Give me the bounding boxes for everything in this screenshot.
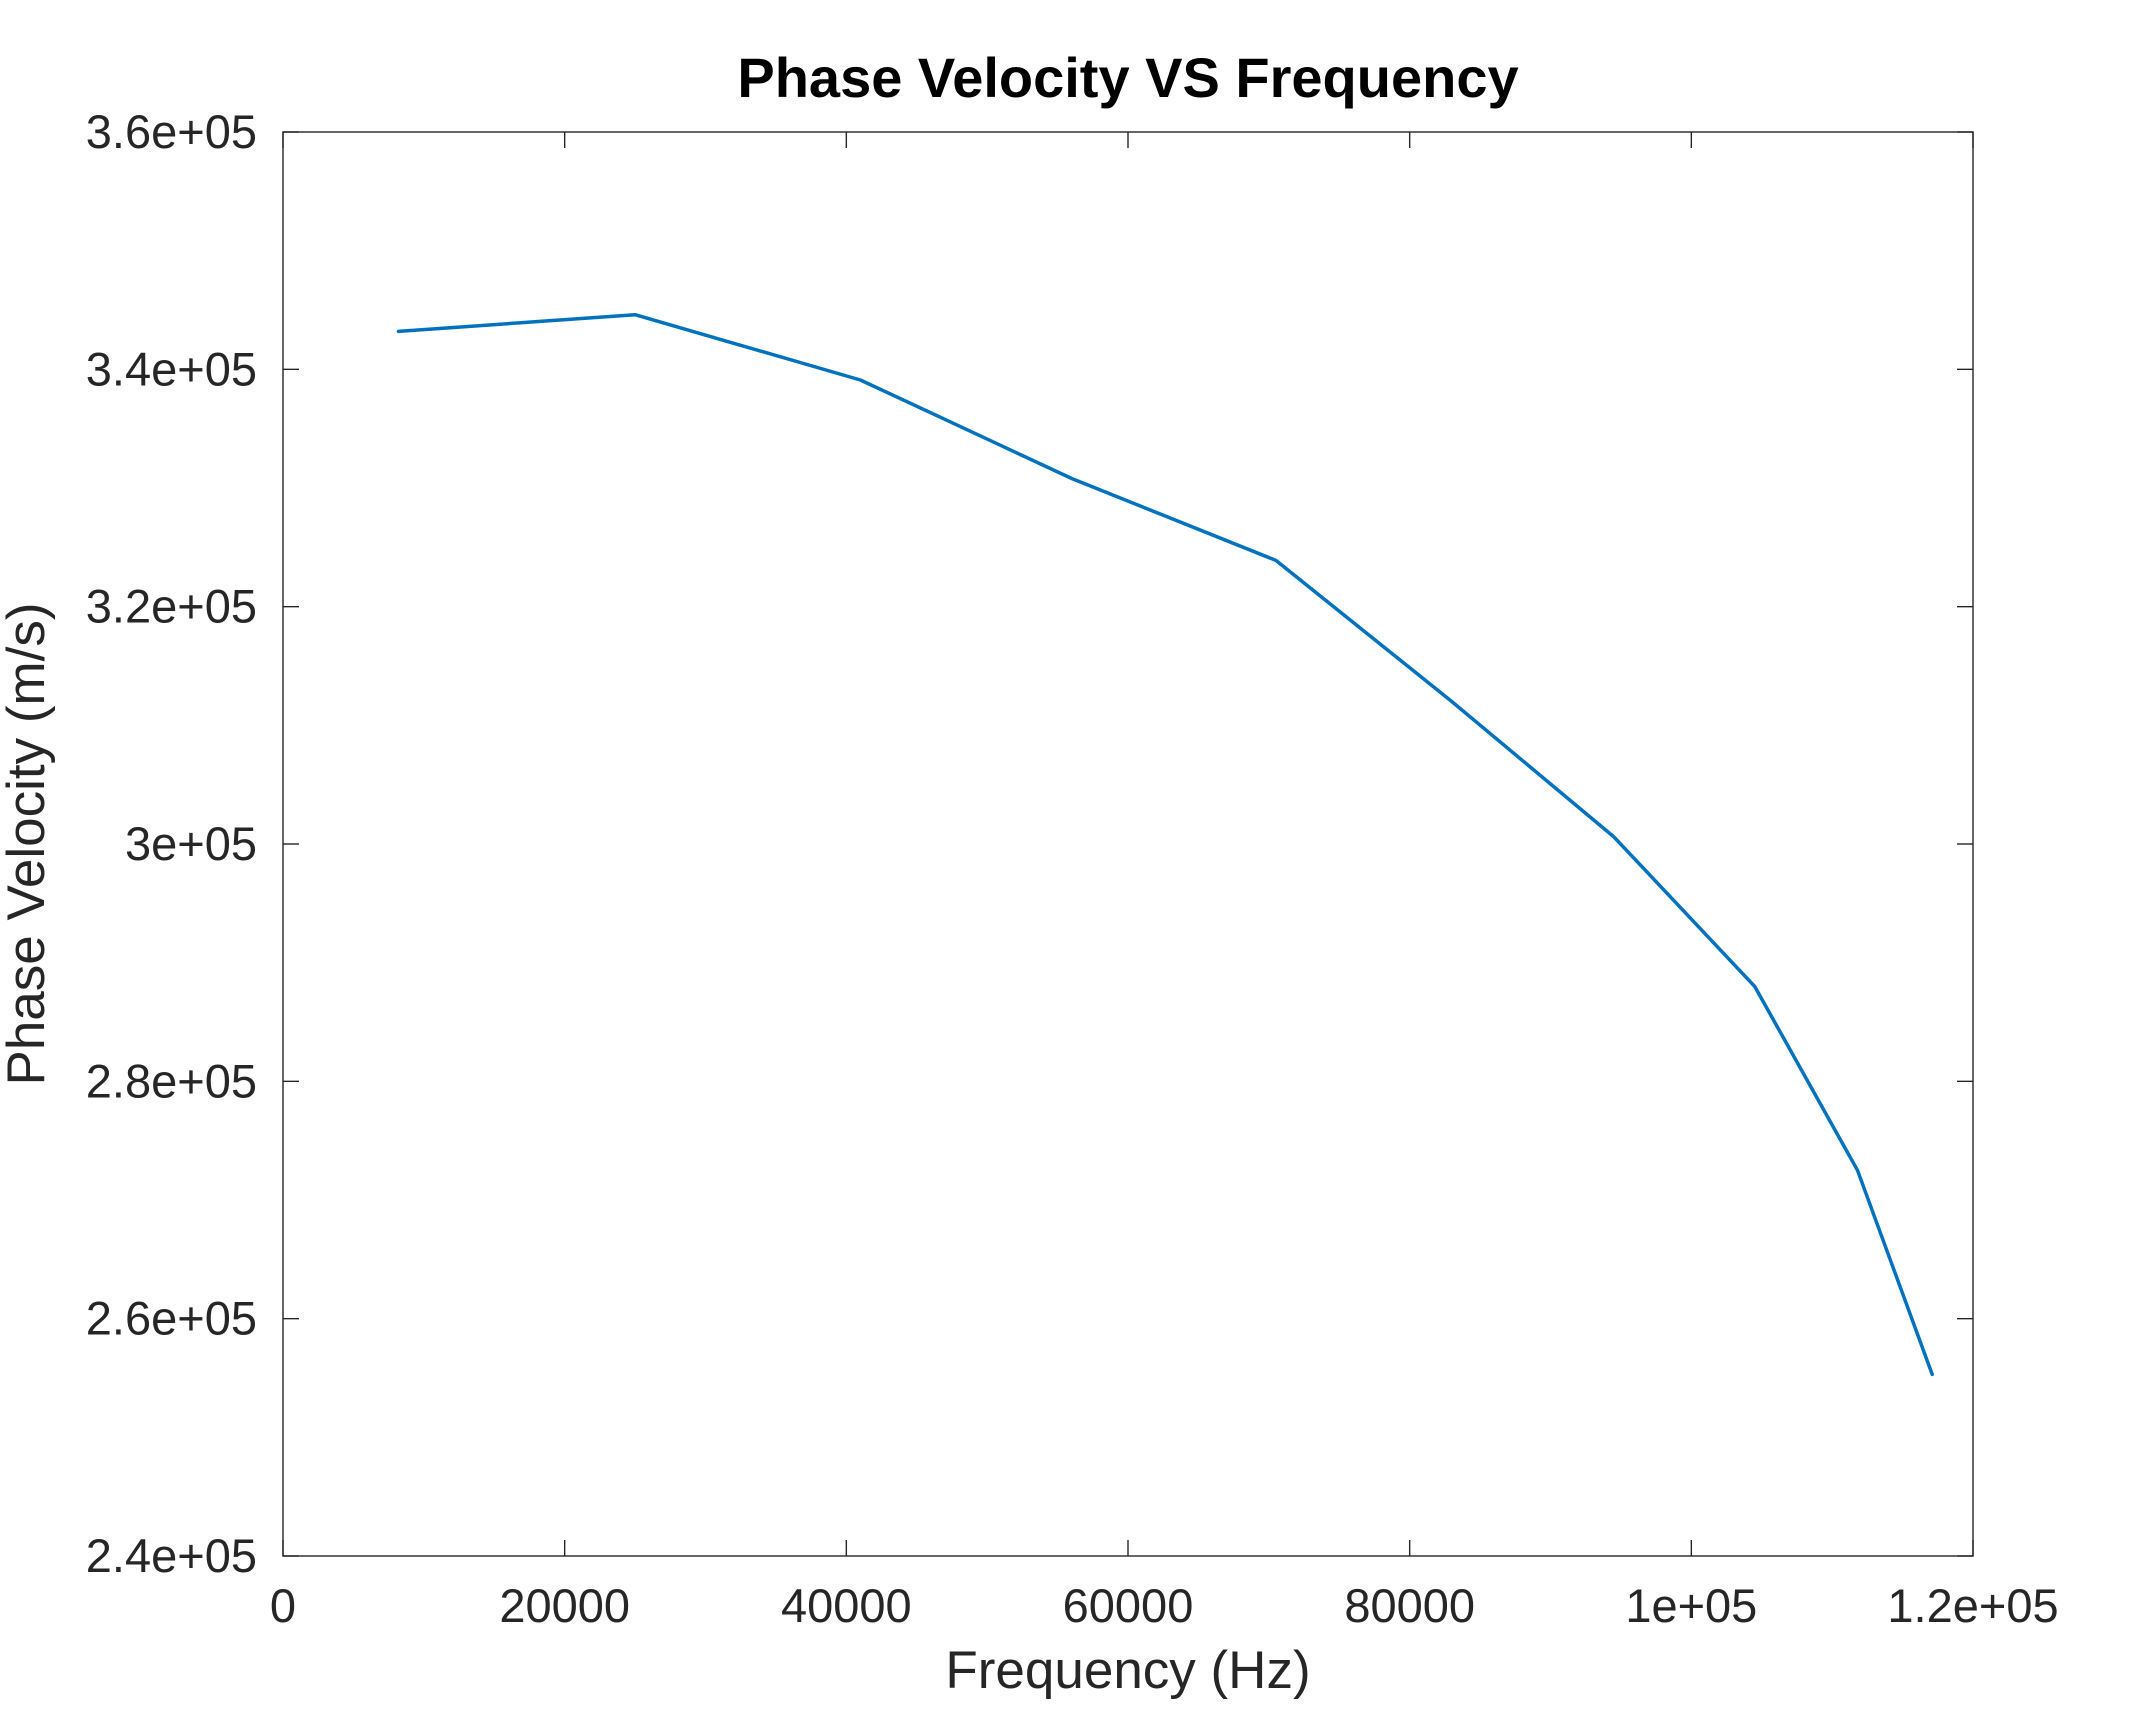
y-axis: 2.4e+05 2.6e+05 2.8e+05 3e+05 3.2e+05 3.4e+05… <box>86 105 1973 1582</box>
series-line <box>396 312 1934 1377</box>
y-tick-label: 2.8e+05 <box>86 1054 257 1107</box>
chart-title: Phase Velocity VS Frequency <box>737 46 1518 109</box>
x-tick-label: 60000 <box>1063 1579 1194 1632</box>
series-group <box>396 312 1934 1377</box>
y-tick-label: 3e+05 <box>125 817 257 870</box>
y-tick-label: 2.4e+05 <box>86 1529 257 1582</box>
x-tick-label: 40000 <box>781 1579 912 1632</box>
x-tick-label: 1.2e+05 <box>1887 1579 2058 1632</box>
plot-area <box>282 131 1974 1557</box>
x-tick-label: 0 <box>270 1579 296 1632</box>
x-tick-label: 80000 <box>1344 1579 1475 1632</box>
x-axis-label: Frequency (Hz) <box>945 1641 1310 1700</box>
y-tick-label: 3.2e+05 <box>86 580 257 633</box>
y-tick-label: 3.4e+05 <box>86 342 257 395</box>
y-tick-label: 3.6e+05 <box>86 105 257 158</box>
x-tick-label: 1e+05 <box>1625 1579 1757 1632</box>
y-axis-label: Phase Velocity (m/s) <box>0 602 56 1085</box>
x-tick-label: 20000 <box>499 1579 630 1632</box>
axes-box <box>282 131 1974 1557</box>
x-axis: 0 20000 40000 60000 80000 1e+05 1.2e+05 <box>270 132 2059 1632</box>
y-tick-label: 2.6e+05 <box>86 1292 257 1345</box>
